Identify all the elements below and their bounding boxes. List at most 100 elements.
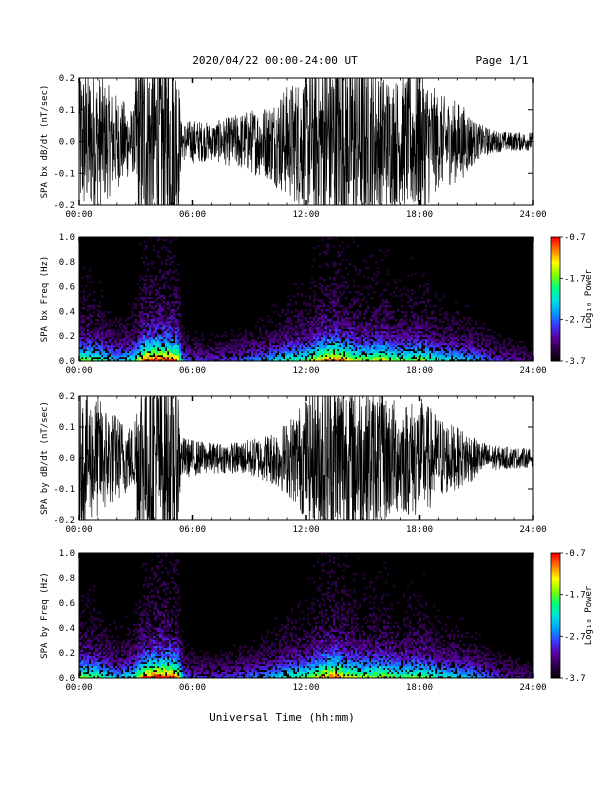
heatmap-cell [171,643,174,647]
heatmap-cell [155,331,158,334]
heatmap-cell [159,357,162,360]
heatmap-cell [171,629,174,632]
heatmap-cell [425,353,428,356]
heatmap-cell [149,623,152,626]
heatmap-cell [139,661,142,665]
heatmap-cell [109,319,112,322]
heatmap-cell [353,301,356,304]
heatmap-cell [213,349,216,352]
heatmap-cell [135,315,138,318]
heatmap-cell [325,329,328,332]
heatmap-cell [395,281,398,284]
heatmap-cell [217,335,220,338]
heatmap-cell [455,349,458,352]
heatmap-cell [133,327,136,330]
heatmap-cell [289,299,292,302]
heatmap-cell [109,331,112,334]
heatmap-cell [255,341,258,344]
heatmap-cell [171,673,174,677]
heatmap-cell [173,305,176,308]
heatmap-cell [153,639,156,643]
heatmap-cell [369,285,372,288]
heatmap-cell [125,343,128,346]
heatmap-cell [147,627,150,630]
heatmap-cell [133,657,136,661]
heatmap-cell [277,323,280,326]
heatmap-cell [405,351,408,354]
heatmap-cell [85,661,88,665]
heatmap-cell [163,239,166,242]
heatmap-cell [169,263,172,266]
heatmap-cell [195,353,198,356]
heatmap-cell [177,351,180,354]
heatmap-cell [299,349,302,352]
heatmap-cell [355,267,358,270]
heatmap-cell [111,649,114,653]
heatmap-cell [505,355,508,358]
heatmap-cell [159,303,162,306]
heatmap-cell [469,353,472,356]
heatmap-cell [401,293,404,296]
heatmap-cell [269,345,272,348]
heatmap-cell [115,653,118,657]
heatmap-cell [161,341,164,344]
heatmap-cell [121,353,124,356]
heatmap-cell [441,341,444,344]
heatmap-cell [315,343,318,346]
heatmap-cell [151,319,154,322]
heatmap-cell [321,319,324,322]
heatmap-cell [133,667,136,671]
heatmap-cell [171,293,174,296]
heatmap-cell [155,617,158,620]
heatmap-cell [165,637,168,640]
heatmap-cell [81,353,84,356]
heatmap-cell [167,327,170,330]
heatmap-cell [403,337,406,340]
heatmap-cell [107,337,110,340]
heatmap-cell [107,647,110,651]
heatmap-cell [313,299,316,302]
heatmap-cell [385,351,388,354]
heatmap-cell [165,341,168,344]
heatmap-cell [219,347,222,350]
colorbar-step [551,336,560,339]
heatmap-cell [249,341,252,344]
heatmap-cell [231,351,234,354]
heatmap-cell [105,355,108,358]
heatmap-cell [135,353,138,356]
heatmap-cell [359,271,362,274]
heatmap-cell [499,335,502,338]
heatmap-cell [113,335,116,338]
heatmap-cell [93,625,96,628]
heatmap-cell [383,359,386,362]
heatmap-cell [321,333,324,336]
heatmap-cell [491,349,494,352]
x-tick-label: 12:00 [292,210,319,220]
heatmap-cell [141,297,144,300]
heatmap-cell [85,359,88,362]
heatmap-cell [111,657,114,661]
heatmap-cell [373,357,376,360]
heatmap-cell [287,343,290,346]
heatmap-cell [359,293,362,296]
heatmap-cell [507,359,510,362]
heatmap-cell [143,585,146,588]
heatmap-cell [171,301,174,304]
heatmap-cell [81,625,84,628]
heatmap-cell [293,333,296,336]
heatmap-cell [85,345,88,348]
heatmap-cell [433,357,436,360]
heatmap-cell [141,333,144,336]
heatmap-cell [159,663,162,667]
heatmap-cell [447,319,450,322]
heatmap-cell [95,355,98,358]
heatmap-cell [367,327,370,330]
heatmap-cell [337,327,340,330]
heatmap-cell [159,617,162,620]
heatmap-cell [523,357,526,360]
heatmap-cell [173,581,176,584]
heatmap-cell [171,637,174,640]
heatmap-cell [463,325,466,328]
heatmap-cell [215,351,218,354]
heatmap-cell [393,327,396,330]
